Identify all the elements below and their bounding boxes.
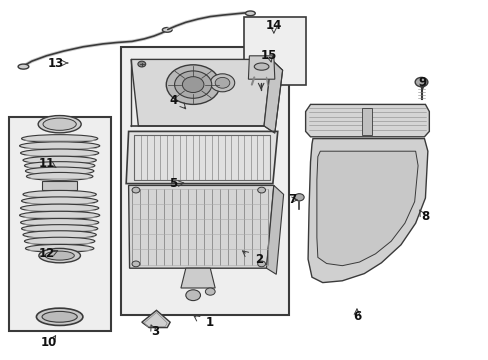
Text: 3: 3	[151, 325, 159, 338]
Ellipse shape	[25, 167, 94, 175]
Ellipse shape	[20, 219, 99, 226]
Ellipse shape	[24, 237, 95, 245]
Bar	[9, 117, 111, 331]
Polygon shape	[316, 151, 417, 266]
Text: 2: 2	[255, 253, 263, 266]
Ellipse shape	[21, 197, 98, 205]
Ellipse shape	[24, 162, 95, 170]
Circle shape	[205, 288, 215, 295]
Polygon shape	[126, 131, 277, 184]
Ellipse shape	[18, 64, 29, 69]
Circle shape	[132, 261, 140, 267]
Ellipse shape	[23, 156, 96, 164]
Bar	[361, 108, 371, 135]
Polygon shape	[266, 185, 283, 274]
Text: 15: 15	[260, 49, 277, 62]
Polygon shape	[307, 139, 427, 283]
Bar	[41, 181, 77, 190]
Circle shape	[210, 74, 234, 92]
Text: 9: 9	[418, 76, 426, 89]
Circle shape	[257, 261, 265, 267]
Ellipse shape	[23, 231, 96, 239]
Text: 5: 5	[169, 177, 177, 190]
Polygon shape	[131, 59, 271, 126]
Text: 8: 8	[421, 210, 428, 222]
Polygon shape	[128, 185, 273, 268]
Text: 1: 1	[205, 316, 213, 329]
Text: 11: 11	[38, 157, 55, 170]
Circle shape	[215, 77, 229, 88]
Text: 12: 12	[38, 247, 55, 260]
Text: 6: 6	[352, 310, 360, 323]
Ellipse shape	[25, 244, 94, 252]
Ellipse shape	[43, 118, 76, 130]
Circle shape	[257, 187, 265, 193]
Circle shape	[138, 61, 145, 67]
Ellipse shape	[42, 311, 77, 322]
Text: 7: 7	[288, 193, 296, 206]
Ellipse shape	[20, 142, 100, 150]
Ellipse shape	[245, 11, 255, 15]
Ellipse shape	[21, 225, 98, 233]
Text: 13: 13	[48, 57, 64, 69]
Ellipse shape	[45, 251, 74, 260]
Ellipse shape	[39, 248, 80, 263]
Ellipse shape	[20, 204, 99, 212]
Circle shape	[185, 290, 200, 301]
Circle shape	[414, 77, 427, 87]
Ellipse shape	[38, 116, 81, 133]
Polygon shape	[305, 104, 428, 137]
Circle shape	[132, 187, 140, 193]
Ellipse shape	[26, 172, 93, 180]
Bar	[243, 17, 305, 85]
Circle shape	[166, 65, 220, 104]
Ellipse shape	[21, 135, 98, 143]
Ellipse shape	[23, 190, 96, 198]
Polygon shape	[248, 56, 274, 79]
Bar	[121, 47, 288, 315]
Ellipse shape	[36, 308, 83, 325]
Ellipse shape	[162, 28, 172, 32]
Ellipse shape	[20, 211, 100, 219]
Ellipse shape	[20, 149, 99, 157]
Text: 10: 10	[41, 336, 57, 348]
Circle shape	[182, 77, 203, 93]
Circle shape	[294, 194, 304, 201]
Circle shape	[174, 71, 211, 98]
Ellipse shape	[254, 63, 268, 70]
Polygon shape	[264, 59, 282, 133]
Polygon shape	[181, 268, 215, 288]
Text: 14: 14	[265, 19, 282, 32]
Text: 4: 4	[169, 94, 177, 107]
Polygon shape	[142, 310, 170, 328]
